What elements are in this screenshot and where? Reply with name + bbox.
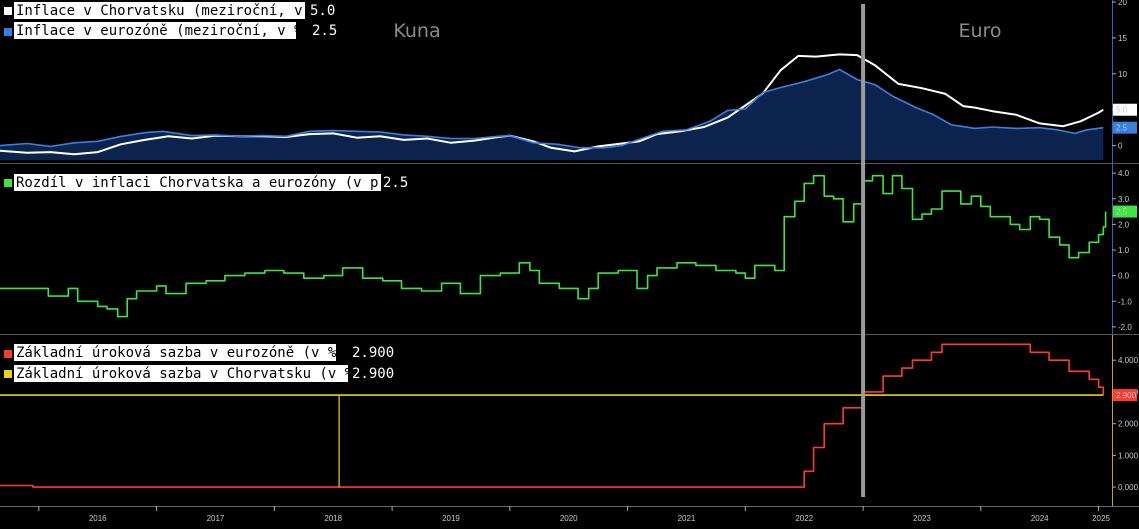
last-value-badge-text: 2.5 (1116, 208, 1128, 217)
y-tick-label: 2.000 (1118, 420, 1139, 429)
legend-label-eurozone-inflation: Inflace v eurozóně (meziroční, v %) (16, 23, 311, 39)
x-tick-label: 2017 (207, 514, 225, 523)
last-value-badge-text: 2.900 (1116, 391, 1137, 400)
legend-box-hnb-rate (14, 365, 348, 382)
x-tick-label: 2025 (1092, 514, 1110, 523)
inflation-panel: 20151050 5.02.5 (0, 0, 1137, 160)
legend-value-croatia-inflation: 5.0 (310, 3, 335, 19)
series-line-0-1 (0, 68, 1104, 149)
gap-legend: Rozdíl v inflaci Chorvatska a eurozóny (… (4, 174, 412, 191)
rate-lines (0, 343, 1105, 488)
era-label-kuna: Kuna (393, 20, 440, 42)
x-tick-label: 2024 (1031, 514, 1049, 523)
last-value-badge (1113, 103, 1137, 116)
inflation-gap-panel: 4.0 3.0 2.0 1.0 0.0 -1.0 -2.0 2.5 (0, 169, 1137, 332)
x-tick-label: 2020 (560, 514, 578, 523)
y-tick-label: 0 (1118, 142, 1123, 151)
era-label-euro: Euro (958, 20, 1001, 42)
last-value-badge (1113, 389, 1137, 402)
gap-last-value-badge: 2.5 (1113, 205, 1137, 218)
series-line-1-0 (0, 174, 1107, 318)
legend-label-croatia-inflation: Inflace v Chorvatsku (meziroční, v %) (16, 3, 328, 19)
x-tick-label: 2019 (442, 514, 460, 523)
y-tick-label: 10 (1118, 70, 1127, 79)
inflation-legend: Inflace v Chorvatsku (meziroční, v %) 5.… (4, 2, 337, 39)
y-tick-label: 4.000 (1118, 356, 1139, 365)
x-tick-label: 2018 (324, 514, 342, 523)
series-line-2-0 (0, 343, 1105, 488)
gap-line (0, 174, 1107, 318)
inflation-last-value-badges: 5.0 2.5 (1113, 103, 1137, 134)
last-value-badge-text: 5.0 (1116, 106, 1128, 115)
legend-swatch-gap (4, 179, 12, 187)
legend-value-inflation-gap: 2.5 (383, 175, 408, 191)
last-value-badge (1113, 205, 1137, 218)
panel-dividers (0, 163, 1139, 507)
legend-box-croatia (14, 2, 305, 19)
legend-box-eurozone (14, 22, 296, 39)
y-tick-label: 15 (1118, 34, 1127, 43)
legend-swatch-hnb-rate (4, 370, 12, 378)
legend-box-gap (14, 174, 381, 191)
y-tick-label: -1.0 (1118, 297, 1132, 306)
y-tick-label: 2.0 (1118, 220, 1130, 229)
y-tick-label: 1.000 (1118, 451, 1139, 460)
legend-box-ecb-rate (14, 344, 336, 361)
x-tick-label: 2022 (795, 514, 813, 523)
gap-axis-ticks: 4.0 3.0 2.0 1.0 0.0 -1.0 -2.0 (1112, 169, 1132, 332)
x-tick-label: 2021 (678, 514, 696, 523)
legend-swatch-eurozone (4, 28, 12, 36)
legend-value-eurozone-inflation: 2.5 (312, 23, 337, 39)
x-axis: 2016 2017 2018 2019 2020 2021 2022 2023 2024 2025 (38, 506, 1110, 523)
legend-label-inflation-gap: Rozdíl v inflaci Chorvatska a eurozóny (… (16, 175, 412, 191)
eurozone-inflation-area (0, 69, 1104, 160)
last-value-badge (1113, 121, 1137, 134)
eurozone-inflation-fill (0, 69, 1104, 160)
y-tick-label: 0.000 (1118, 483, 1139, 492)
legend-swatch-ecb-rate (4, 350, 12, 358)
rate-legend: Základní úroková sazba v eurozóně (v %) … (4, 344, 394, 382)
x-tick-label: 2023 (913, 514, 931, 523)
y-tick-label: 1.0 (1118, 246, 1130, 255)
y-tick-label: 0.0 (1118, 272, 1130, 281)
y-tick-label: -2.0 (1118, 323, 1132, 332)
series-line-0-0 (0, 53, 1104, 156)
last-value-badge-text: 2.5 (1116, 124, 1128, 133)
legend-label-ecb-rate: Základní úroková sazba v eurozóně (v %) (16, 345, 345, 361)
y-tick-label: 4.0 (1118, 169, 1130, 178)
x-tick-label: 2016 (89, 514, 107, 523)
legend-swatch-croatia (4, 7, 12, 15)
y-tick-label: 20 (1118, 0, 1127, 7)
legend-label-hnb-rate: Základní úroková sazba v Chorvatsku (v %… (16, 366, 362, 382)
rate-last-value-badge: 2.900 (1113, 389, 1137, 402)
y-tick-label: 3.0 (1118, 195, 1130, 204)
inflation-lines (0, 53, 1104, 156)
legend-value-ecb-rate: 2.900 (352, 345, 394, 361)
legend-value-hnb-rate: 2.900 (352, 366, 394, 382)
